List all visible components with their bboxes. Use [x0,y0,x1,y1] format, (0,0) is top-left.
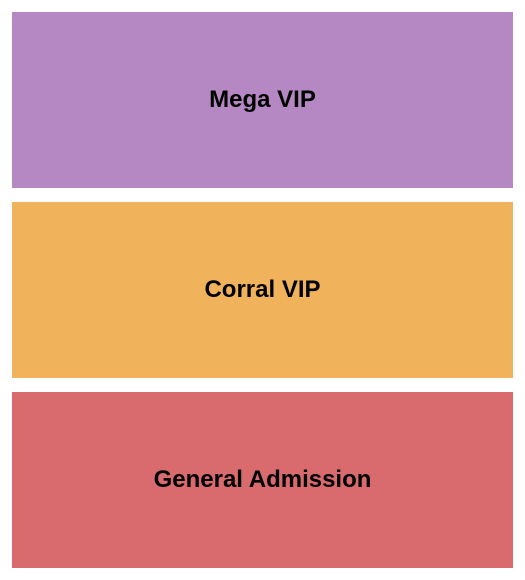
seating-section-label: General Admission [154,466,372,494]
seating-section-label: Mega VIP [209,86,316,114]
seating-section-general-admission[interactable]: General Admission [12,392,513,568]
seating-section-corral-vip[interactable]: Corral VIP [12,202,513,378]
seating-section-label: Corral VIP [204,276,320,304]
seating-section-mega-vip[interactable]: Mega VIP [12,12,513,188]
